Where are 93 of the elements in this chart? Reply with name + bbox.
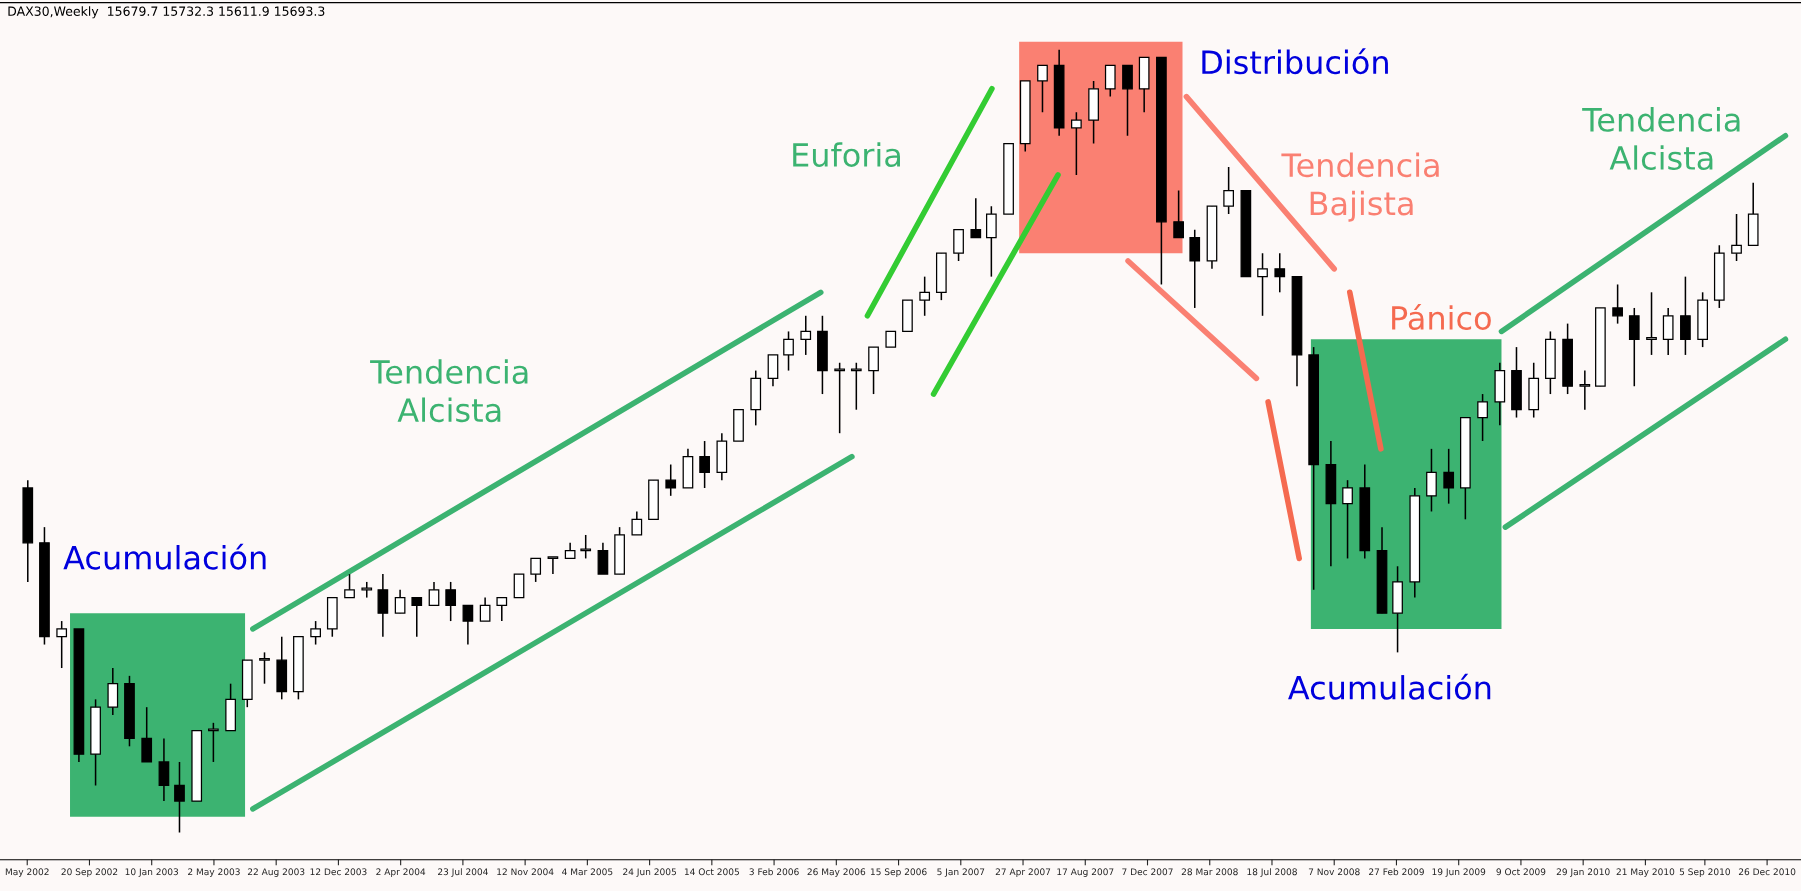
candlestick [800,315,812,356]
candlestick [1104,64,1116,98]
candlestick [1274,252,1286,294]
x-tick-label: 4 Mar 2005 [562,868,613,876]
candlestick [1426,448,1437,513]
candlestick [344,573,355,599]
annotation: Euforia [793,142,900,167]
candlestick [1680,275,1691,356]
x-tick-label: 20 Sep 2002 [61,868,118,877]
x-tick-label: 17 Aug 2007 [1057,868,1114,877]
annotation: Tendencia Bajista [1281,152,1439,222]
candlestick [783,330,794,372]
candlestick [208,722,219,763]
text: DAX30,Weekly 15679.7 15732.3 15611.9 15693.3 [8,6,325,19]
candlestick [699,440,710,489]
candlestick [174,761,185,834]
candlestick [868,346,879,395]
x-tick-label: 10 Jan 2003 [125,868,179,877]
x-tick-label: 7 Dec 2007 [1122,868,1173,876]
annotation: Distribución [1202,48,1388,75]
x-tick-label: 14 Oct 2005 [684,868,739,876]
candlestick [1342,479,1353,560]
x-tick-label: 27 Feb 2009 [1369,868,1424,876]
x-tick-label: 22 Aug 2003 [247,868,305,877]
candlestick [1731,213,1742,262]
candlestick [462,604,474,646]
x-tick-label: 19 Jun 2009 [1432,868,1486,877]
candlestick [158,737,170,802]
candlestick [1071,111,1082,176]
x-tick-label: 12 Nov 2004 [497,868,554,876]
candlestick [1122,64,1133,137]
candlestick [377,573,389,638]
candlestick [1612,283,1623,325]
candlestick [1579,369,1591,411]
x-tick-label: 3 Feb 2006 [749,868,799,876]
candlestick [56,620,68,669]
candlestick [1189,228,1201,309]
candlestick [665,463,677,497]
candlestick [479,596,491,622]
candlestick [597,542,609,575]
candlestick [953,228,964,262]
candlestick [1223,166,1234,215]
candlestick [970,197,982,239]
x-tick-label: 5 Sep 2010 [1679,868,1730,877]
candlestick [919,275,931,317]
x-tick-label: 15 Sep 2006 [870,868,927,877]
candlestick [310,620,321,646]
x-tick-label: 28 Mar 2008 [1181,868,1238,876]
x-tick-label: 21 May 2010 [1616,868,1675,877]
x-tick-label: 2 May 2003 [188,868,240,877]
candlestick [547,556,559,575]
candlestick [580,534,592,560]
x-tick-label: 24 Jun 2005 [623,868,676,877]
annotation: Pánico [1392,304,1491,331]
candlestick [1628,307,1640,387]
candlestick [985,205,997,278]
x-tick-label: 27 Apr 2007 [995,868,1051,877]
annotation: Tendencia Alcista [1582,107,1740,171]
candlestick [1646,291,1657,356]
candlestick [513,573,525,599]
candlestick [411,596,423,638]
annotation: Acumulación [1288,673,1491,700]
x-tick-label: 26 May 2006 [807,868,866,877]
x-tick-label: 26 Dec 2010 [1738,868,1796,876]
candlestick [850,361,862,411]
candlestick [1173,189,1184,239]
candlestick [1477,393,1488,442]
x-tick-label: May 2002 [5,868,49,877]
x-tick-label: 2 Apr 2004 [376,868,426,877]
candlestick [834,361,846,434]
candlestick [428,581,440,607]
candlestick [767,354,779,387]
x-tick-label: 18 Jul 2008 [1247,868,1297,877]
candlestick [107,667,119,716]
candlestick [394,588,406,615]
candlestick [496,596,508,622]
annotation: Tendencia Alcista [370,359,528,423]
x-tick-label: 9 Oct 2009 [1496,868,1546,876]
candlestick [1443,448,1455,505]
annotation: Acumulación [63,543,266,570]
candlestick [445,581,457,622]
candlestick [141,706,153,763]
candlestick [530,557,542,583]
x-tick-label: 5 Jan 2007 [937,868,985,877]
x-tick-label: 12 Dec 2003 [310,868,367,876]
candlestick [1037,64,1048,114]
x-tick-label: 7 Nov 2008 [1308,868,1360,876]
candlestick [1257,252,1268,317]
x-tick-label: 29 Jan 2010 [1556,868,1610,877]
candlestick [259,651,270,685]
candlestick [1662,307,1674,356]
candlestick [631,510,643,536]
x-tick-label: 23 Jul 2004 [438,868,488,877]
